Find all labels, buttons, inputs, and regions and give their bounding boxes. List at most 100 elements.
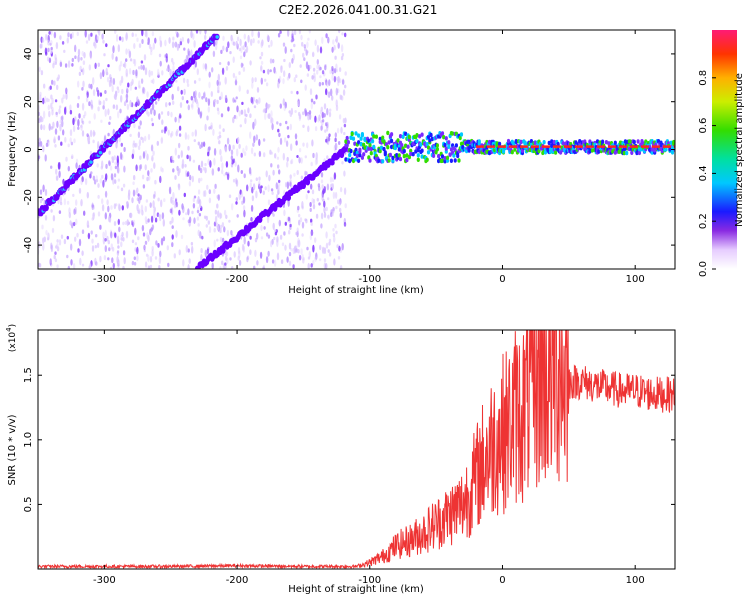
noise-speck — [119, 108, 122, 114]
noise-speck — [161, 70, 164, 76]
noise-speck — [144, 261, 148, 268]
noise-speck — [313, 72, 316, 79]
noise-speck — [310, 218, 313, 223]
noise-speck — [309, 88, 313, 96]
noise-speck — [150, 51, 153, 56]
noise-speck — [236, 214, 239, 218]
noise-speck — [298, 213, 301, 218]
noise-speck — [300, 248, 303, 255]
noise-speck — [335, 87, 338, 96]
noise-speck — [150, 215, 154, 223]
noise-speck — [176, 31, 179, 38]
noise-speck — [333, 258, 336, 266]
noise-speck — [290, 39, 294, 43]
noise-speck — [194, 90, 197, 97]
noise-speck — [332, 228, 335, 232]
band-mark — [415, 133, 419, 138]
noise-speck — [226, 229, 230, 237]
noise-speck — [147, 234, 150, 242]
noise-speck — [188, 258, 191, 264]
noise-speck — [199, 168, 203, 174]
noise-speck — [298, 148, 302, 153]
noise-speck — [290, 160, 293, 165]
noise-speck — [74, 116, 77, 122]
noise-speck — [258, 138, 261, 147]
noise-speck — [183, 88, 186, 96]
noise-speck — [208, 146, 211, 151]
x-tick-label: -300 — [93, 575, 116, 586]
noise-speck — [178, 125, 182, 131]
noise-speck — [204, 163, 207, 167]
noise-speck — [138, 125, 141, 130]
noise-speck — [82, 80, 85, 88]
noise-speck — [263, 108, 266, 113]
noise-speck — [296, 209, 299, 213]
noise-speck — [53, 136, 56, 144]
noise-speck — [133, 58, 137, 67]
noise-speck — [48, 123, 51, 131]
noise-speck — [253, 265, 256, 269]
ridge-peak-mark — [89, 160, 93, 164]
noise-speck — [250, 204, 254, 212]
noise-speck — [169, 208, 173, 214]
noise-speck — [322, 188, 325, 195]
noise-speck — [90, 104, 94, 110]
y-tick-label: 40 — [23, 48, 34, 61]
noise-speck — [229, 257, 232, 261]
ridge-mark — [286, 194, 291, 201]
noise-speck — [151, 246, 154, 251]
noise-speck — [42, 184, 45, 193]
noise-speck — [260, 77, 263, 85]
noise-speck — [141, 209, 144, 216]
noise-speck — [168, 102, 171, 106]
noise-speck — [173, 253, 176, 259]
band-mark — [409, 151, 413, 157]
band-mark — [523, 141, 527, 147]
noise-speck — [123, 101, 127, 107]
noise-speck — [251, 195, 255, 202]
noise-speck — [344, 71, 347, 76]
noise-speck — [265, 256, 269, 264]
noise-speck — [256, 232, 259, 240]
noise-speck — [169, 220, 172, 225]
band-mark — [357, 158, 361, 163]
noise-speck — [69, 33, 73, 40]
noise-speck — [283, 105, 286, 112]
noise-speck — [335, 63, 338, 71]
noise-speck — [231, 234, 234, 238]
noise-speck — [115, 34, 119, 42]
noise-speck — [219, 149, 222, 156]
noise-speck — [145, 253, 149, 257]
noise-speck — [260, 185, 263, 189]
noise-speck — [81, 250, 84, 256]
noise-speck — [198, 177, 201, 184]
noise-speck — [56, 120, 59, 128]
noise-speck — [324, 77, 328, 83]
noise-speck — [328, 241, 331, 246]
noise-speck — [117, 259, 120, 266]
x-tick-label: 100 — [626, 575, 645, 586]
noise-speck — [280, 65, 283, 70]
noise-speck — [309, 234, 312, 241]
noise-speck — [93, 113, 96, 120]
noise-speck — [44, 96, 47, 104]
x-tick-label: 100 — [626, 274, 645, 285]
noise-speck — [207, 98, 211, 106]
noise-speck — [92, 212, 95, 220]
noise-speck — [117, 185, 120, 189]
noise-speck — [198, 199, 202, 207]
noise-speck — [230, 230, 233, 236]
noise-speck — [241, 200, 244, 205]
noise-speck — [217, 73, 220, 82]
noise-speck — [47, 232, 50, 241]
noise-speck — [102, 39, 105, 44]
band-mark — [348, 158, 352, 164]
noise-speck — [185, 54, 189, 63]
noise-speck — [116, 165, 120, 174]
noise-speck — [258, 97, 261, 104]
noise-speck — [335, 143, 338, 150]
noise-speck — [44, 188, 48, 197]
noise-speck — [308, 251, 311, 258]
noise-speck — [312, 67, 316, 72]
noise-speck — [343, 123, 347, 128]
